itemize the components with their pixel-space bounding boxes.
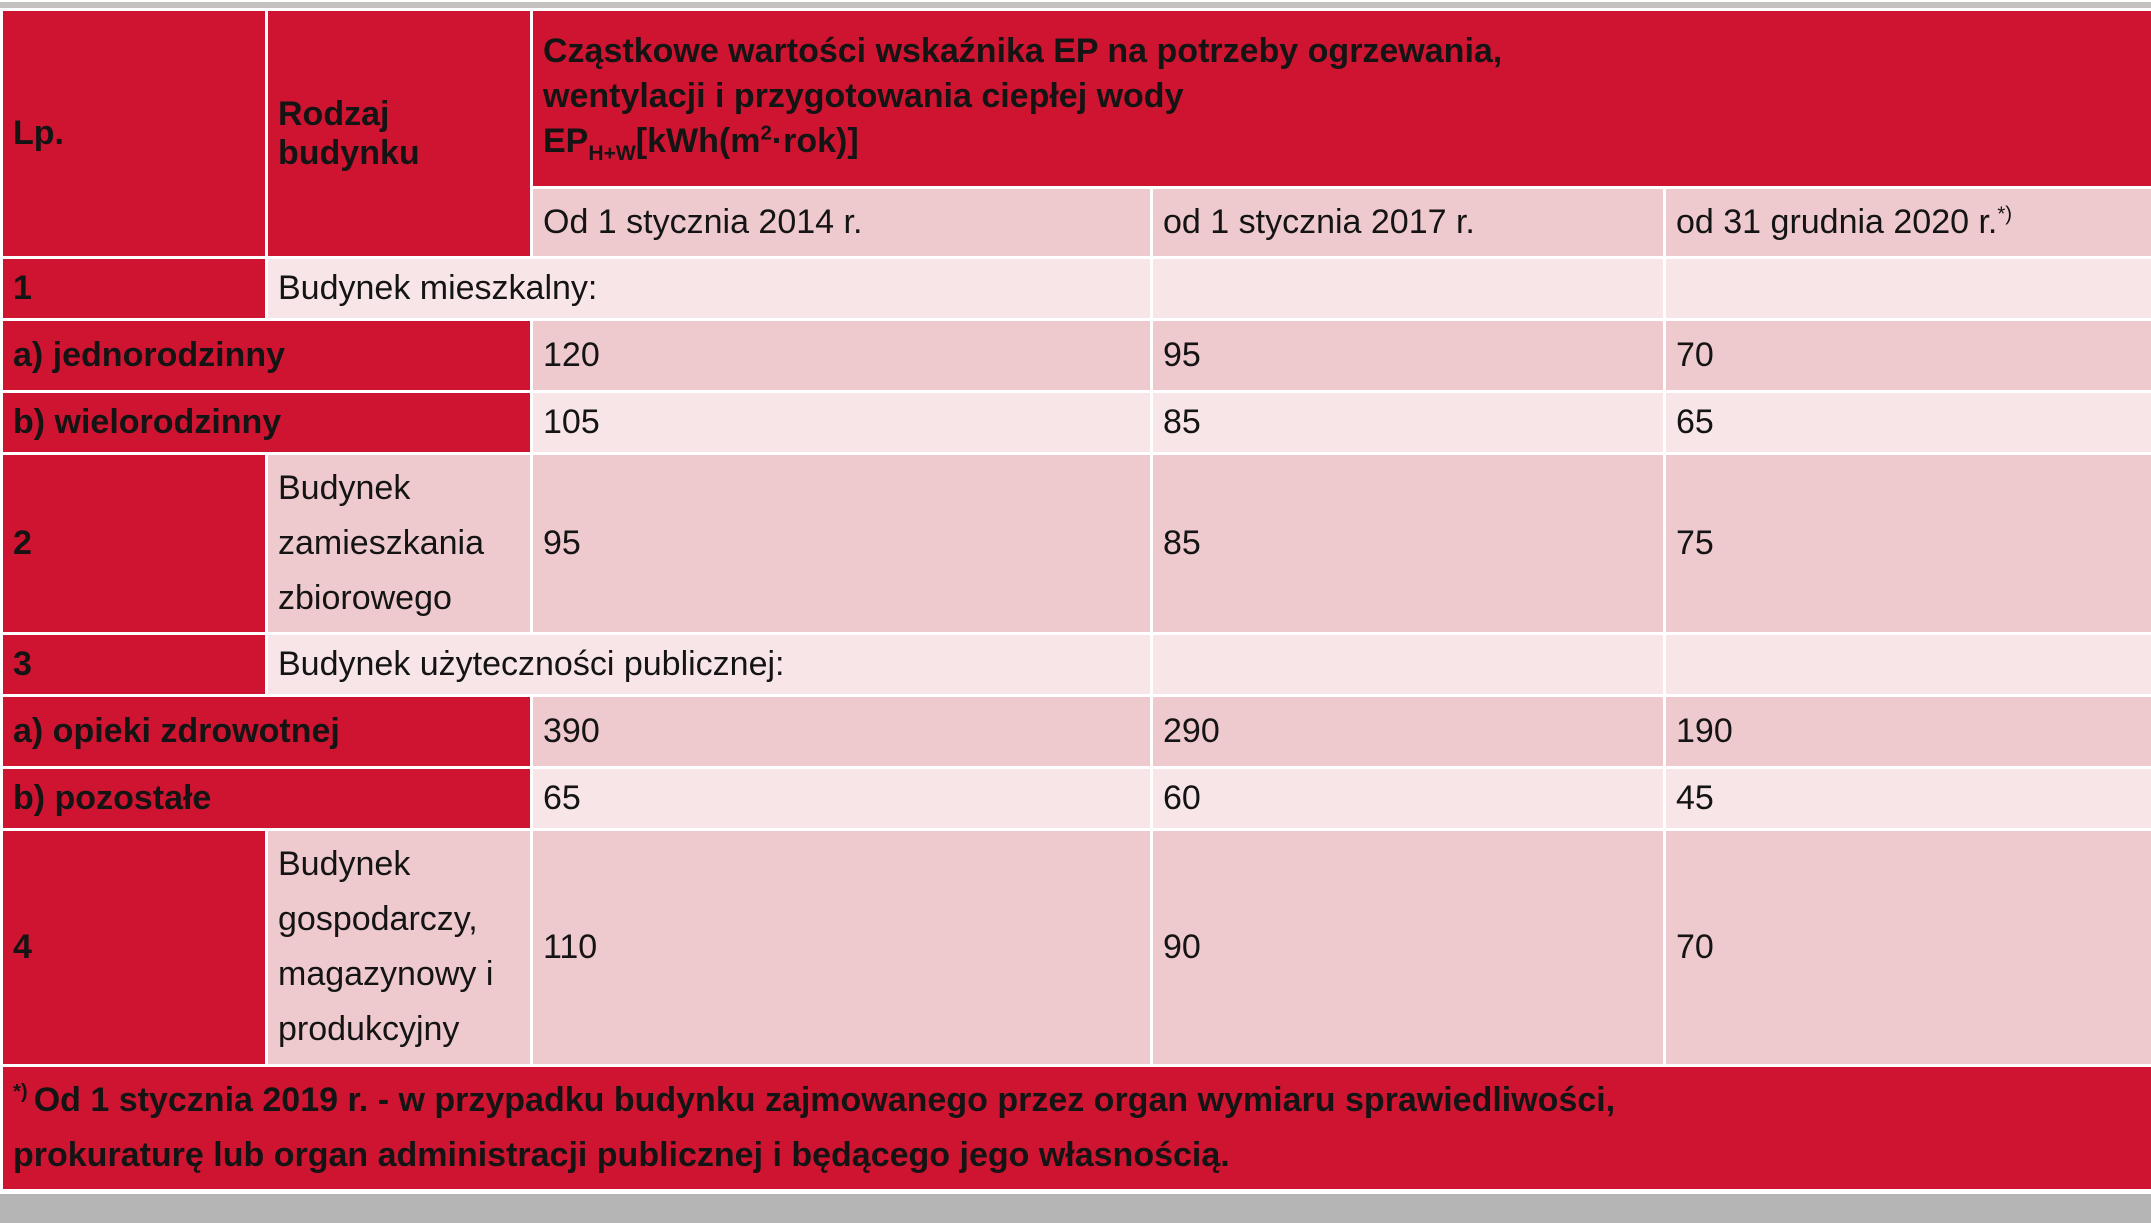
table-footnote-row: *) Od 1 stycznia 2019 r. - w przypadku bu…: [0, 1063, 2151, 1192]
value-cell: 70: [1663, 828, 2151, 1067]
value-cell: 60: [1150, 766, 1666, 832]
header-cell-lp: Lp.: [0, 8, 268, 259]
table-row-group-1: 1 Budynek mieszkalny:: [0, 256, 2151, 321]
header-cell-ep-title: Cząstkowe wartości wskaźnika EP na potrz…: [530, 8, 2151, 189]
ep-title-line2: wentylacji i przygotowania ciepłej wody: [543, 77, 1184, 116]
ep-formula-subscript: H+W: [588, 141, 636, 165]
empty-cell: [1663, 256, 2151, 321]
row-number-cell: 1: [0, 256, 268, 321]
value-cell: 65: [1663, 390, 2151, 455]
value-cell: 120: [530, 318, 1153, 393]
footnote-marker: *): [13, 1081, 28, 1104]
table-subheader-row: Od 1 stycznia 2014 r. od 1 stycznia 2017…: [2, 186, 2151, 259]
header-cell-period-2020: od 31 grudnia 2020 r.*): [1663, 186, 2151, 259]
header-cell-period-2017: od 1 stycznia 2017 r.: [1150, 186, 1666, 259]
row-number-cell: 4: [0, 828, 268, 1067]
value-cell: 85: [1150, 451, 1666, 636]
value-cell: 190: [1663, 694, 2151, 770]
empty-cell: [1663, 632, 2151, 698]
value-cell: 95: [1150, 318, 1666, 393]
table-row-1a: a) jednorodzinny 120 95 70: [0, 318, 2151, 393]
footnote-marker-ref: *): [1997, 203, 2013, 226]
value-cell: 45: [1663, 766, 2151, 832]
header-cell-building-type: Rodzaj budynku: [265, 8, 533, 259]
row-label-cell: a) jednorodzinny: [0, 318, 533, 393]
table-row-3b: b) pozostałe 65 60 45: [0, 766, 2151, 832]
value-cell: 70: [1663, 318, 2151, 393]
value-cell: 110: [530, 828, 1153, 1067]
table-row-3a: a) opieki zdrowotnej 390 290 190: [0, 694, 2151, 770]
ep-formula-superscript: 2: [760, 122, 772, 145]
value-cell: 390: [530, 694, 1153, 770]
building-name-cell: Budynek zamieszkania zbiorowego: [265, 451, 533, 636]
value-cell: 90: [1150, 828, 1666, 1067]
table-row-group-3: 3 Budynek użyteczności publicznej:: [0, 632, 2151, 698]
ep-requirements-table: Lp. Rodzaj budynku Cząstkowe wartości ws…: [0, 8, 2151, 1192]
value-cell: 105: [530, 390, 1153, 455]
table-row-2: 2 Budynek zamieszkania zbiorowego 95 85 …: [0, 451, 2151, 636]
ep-title-line1: Cząstkowe wartości wskaźnika EP na potrz…: [543, 32, 1503, 71]
ep-formula: EPH+W[kWh(m2·rok)]: [543, 122, 859, 165]
page-bottom-strip: [0, 1191, 2151, 1223]
table-row-4: 4 Budynek gospodarczy, magazynowy i prod…: [0, 828, 2151, 1067]
row-number-cell: 2: [0, 451, 268, 636]
building-name-cell: Budynek gospodarczy, magazynowy i produk…: [265, 828, 533, 1067]
value-cell: 95: [530, 451, 1153, 636]
table-row-1b: b) wielorodzinny 105 85 65: [0, 390, 2151, 455]
group-label-cell: Budynek użyteczności publicznej:: [265, 632, 1153, 698]
row-label-cell: b) wielorodzinny: [0, 390, 533, 455]
value-cell: 85: [1150, 390, 1666, 455]
value-cell: 65: [530, 766, 1153, 832]
group-label-cell: Budynek mieszkalny:: [265, 256, 1153, 321]
footnote-line2: prokuraturę lub organ administracji publ…: [13, 1135, 1230, 1174]
row-label-cell: a) opieki zdrowotnej: [0, 694, 533, 770]
value-cell: 290: [1150, 694, 1666, 770]
row-label-cell: b) pozostałe: [0, 766, 533, 832]
row-number-cell: 3: [0, 632, 268, 698]
header-cell-period-2014: Od 1 stycznia 2014 r.: [530, 186, 1153, 259]
table-header-row: Lp. Rodzaj budynku Cząstkowe wartości ws…: [0, 8, 2151, 259]
page-top-strip: [0, 2, 2151, 8]
footnote-line1: Od 1 stycznia 2019 r. - w przypadku budy…: [33, 1080, 1616, 1119]
value-cell: 75: [1663, 451, 2151, 636]
empty-cell: [1150, 256, 1666, 321]
empty-cell: [1150, 632, 1666, 698]
footnote-cell: *) Od 1 stycznia 2019 r. - w przypadku bu…: [0, 1063, 2151, 1192]
